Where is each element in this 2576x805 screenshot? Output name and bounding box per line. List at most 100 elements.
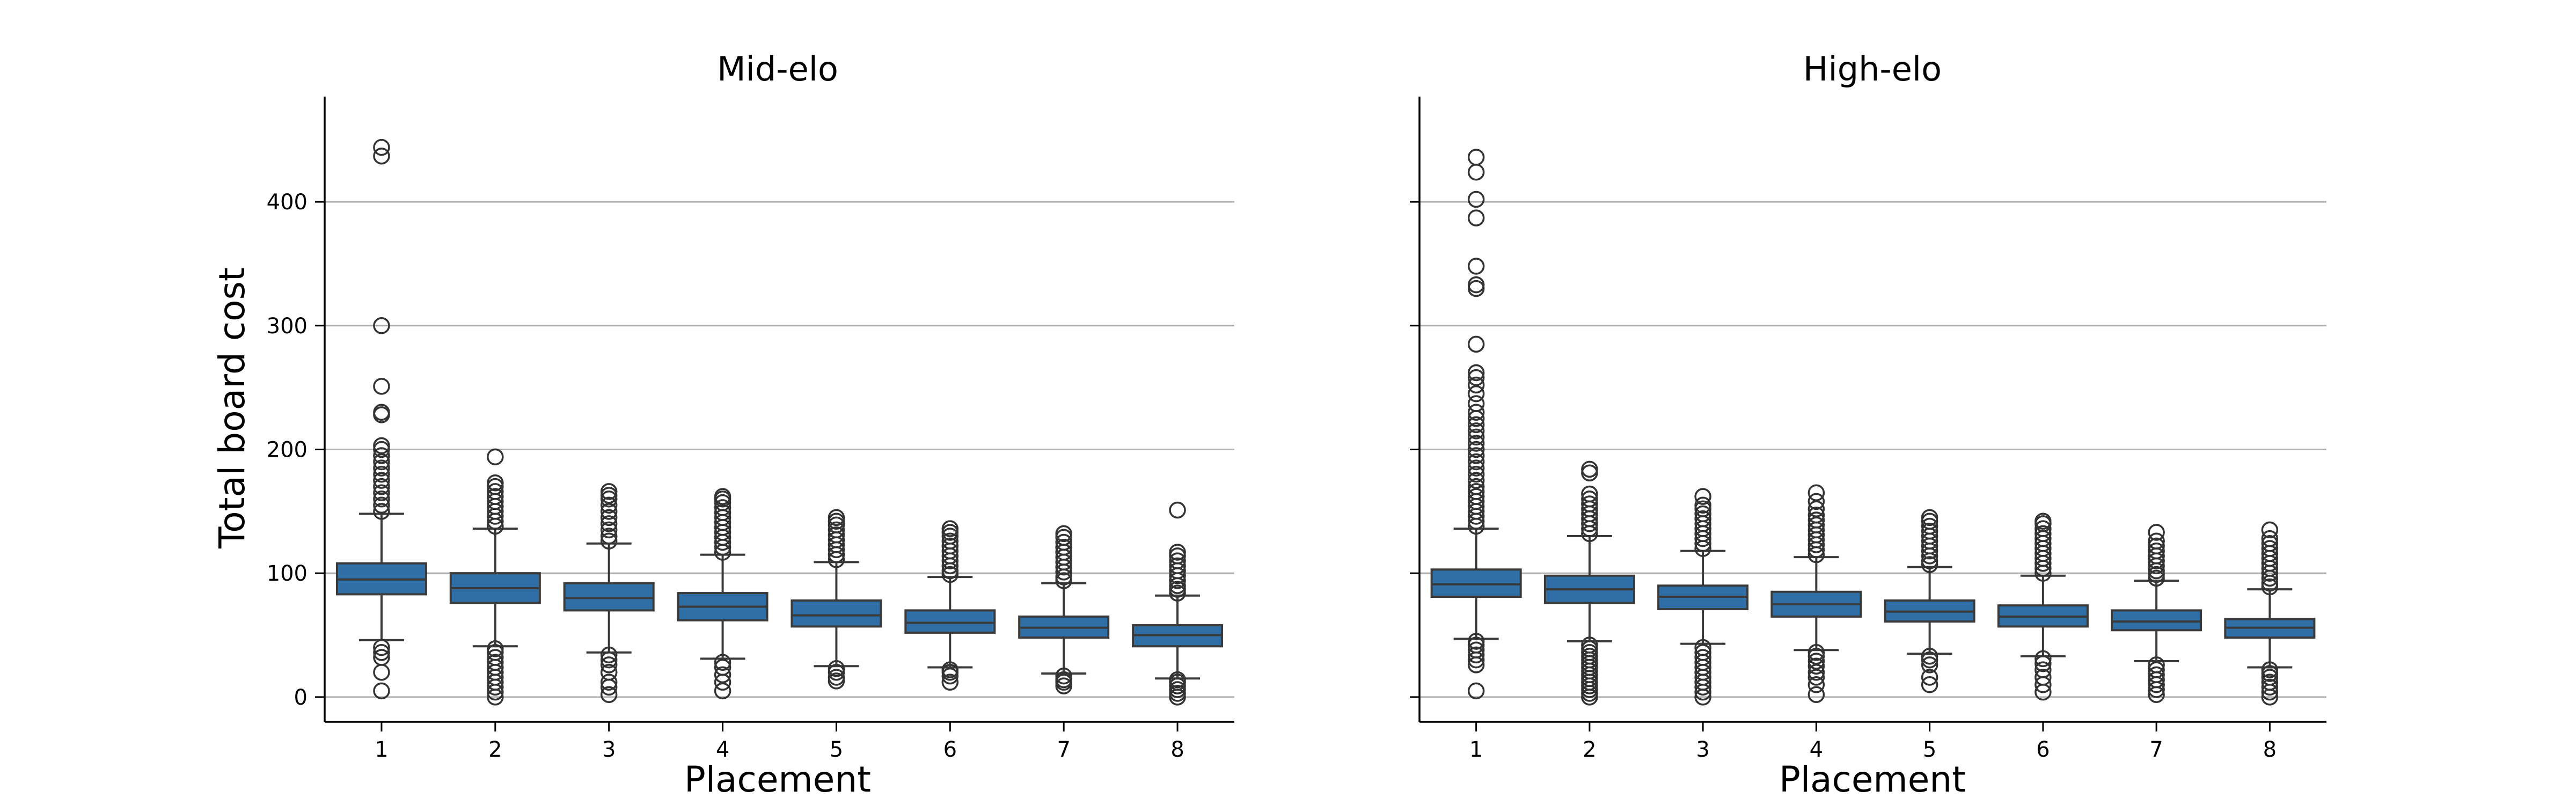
box-placement-2 [1543,460,1635,706]
outlier-point [600,663,618,681]
outlier-point [1467,364,1485,382]
outlier-point [941,661,959,678]
outlier-point [1807,663,1825,681]
x-tick-label: 1 [1469,737,1483,762]
x-tick-label: 7 [2149,737,2163,762]
outlier-point [828,669,845,686]
outlier-point [1467,447,1485,464]
outlier-point [2261,661,2279,678]
outlier-point [1694,496,1711,514]
outlier-point [1169,557,1186,575]
outlier-point [1694,639,1711,656]
box-placement-7 [2111,524,2202,703]
outlier-point [1581,460,1598,478]
plot-area-mid-elo: 0 100 200 300 400 1 2 3 4 5 6 7 8 [267,97,1234,762]
outlier-point [1807,516,1825,533]
outlier-point [600,646,618,664]
outlier-point [1467,149,1485,166]
outlier-point [2261,535,2279,552]
outlier-point [2148,656,2165,674]
outlier-point [1169,671,1186,689]
x-tick-label: 1 [375,737,388,762]
outlier-point [600,509,618,526]
box-placement-7 [1018,525,1110,694]
box-placement-1 [1430,149,1522,700]
box-placement-2 [449,448,541,706]
iqr-box [904,609,996,634]
outlier-point [600,656,618,674]
outlier-point [600,651,618,669]
outlier-point [1807,657,1825,675]
x-tick-label: 7 [1057,737,1070,762]
outlier-point [714,682,731,700]
outlier-point [941,674,959,691]
outlier-point [1807,493,1825,510]
outlier-point [600,674,618,691]
outlier-point [1921,676,1938,693]
outlier-point [941,537,959,555]
outlier-point [2148,661,2165,678]
outlier-point [600,521,618,539]
iqr-box [2111,609,2202,632]
outlier-point [1807,484,1825,501]
outlier-point [1581,636,1598,654]
outlier-point [2035,513,2052,530]
x-tick-label: 5 [830,737,843,762]
outlier-point [373,478,390,495]
box-placement-4 [1770,484,1862,703]
outlier-point [2035,669,2052,686]
outlier-point [2148,666,2165,684]
outlier-point [714,658,731,676]
outlier-point [2148,524,2165,541]
outlier-point [487,654,504,671]
subplot-mid-elo: Mid-elo Placement 0 100 200 300 400 1 2 3 4 5 6 7 8 [267,49,1234,800]
outlier-point [1694,505,1711,523]
outlier-point [1467,633,1485,650]
iqr-box [563,582,655,612]
outlier-point [2261,530,2279,547]
outlier-point [487,640,504,657]
outlier-point [941,532,959,550]
outlier-point [1467,428,1485,446]
outlier-point [373,682,390,700]
outlier-point [2261,674,2279,691]
outlier-point [373,503,390,520]
x-axis-label-high-elo: Placement [1779,759,1966,800]
outlier-point [1807,644,1825,661]
iqr-box [791,599,882,628]
outlier-point [1467,453,1485,471]
x-tick-label: 3 [1696,737,1709,762]
outlier-point [373,484,390,501]
outlier-point [1467,258,1485,275]
iqr-box [1430,568,1522,598]
outlier-point [373,138,390,156]
outlier-point [2035,661,2052,678]
outlier-point [714,666,731,684]
x-tick-label: 3 [602,737,616,762]
outlier-point [1467,465,1485,483]
outlier-point [941,520,959,537]
outlier-point [1694,644,1711,661]
x-tick-label: 4 [716,737,729,762]
outlier-point [714,654,731,671]
outlier-point [828,526,845,544]
outlier-point [600,532,618,550]
outlier-point [2261,521,2279,539]
outlier-point [373,447,390,464]
outlier-point [1467,422,1485,440]
y-tick-label: 200 [267,437,308,462]
outlier-point [373,465,390,483]
outlier-point [1467,459,1485,477]
outlier-point [714,499,731,516]
outlier-point [2148,532,2165,550]
subplot-high-elo: High-elo Placement 1 2 3 4 5 6 7 8 [1410,49,2326,800]
outlier-point [487,649,504,666]
outlier-point [487,474,504,492]
outlier-point [1467,276,1485,294]
outlier-point [2035,655,2052,672]
box-placement-8 [1132,501,1224,706]
outlier-point [1921,517,1938,535]
outlier-point [2035,650,2052,668]
outlier-point [1055,525,1072,543]
x-axis-label-mid-elo: Placement [684,759,871,800]
